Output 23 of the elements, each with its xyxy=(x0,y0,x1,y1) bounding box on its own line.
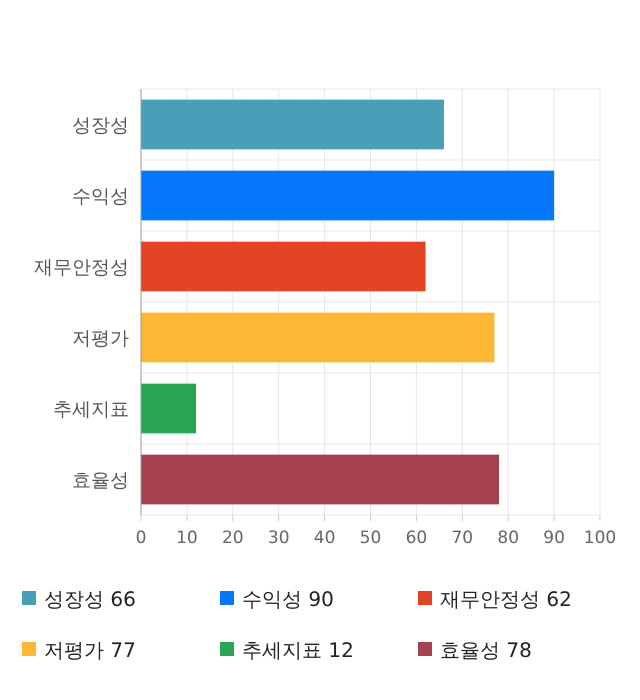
x-tick-label: 60 xyxy=(406,528,428,548)
x-tick-label: 50 xyxy=(360,528,382,548)
x-tick-label: 30 xyxy=(268,528,290,548)
legend-label: 효율성 78 xyxy=(440,638,532,662)
x-tick-label: 80 xyxy=(497,528,520,548)
y-tick-label: 재무안정성 xyxy=(34,256,129,278)
x-tick-label: 100 xyxy=(584,528,616,548)
legend-label: 성장성 66 xyxy=(44,587,136,611)
x-tick-label: 90 xyxy=(543,528,565,548)
y-tick-label: 추세지표 xyxy=(53,398,129,420)
y-tick-label: 수익성 xyxy=(72,186,129,208)
x-tick-label: 20 xyxy=(222,528,244,548)
y-tick-label: 효율성 xyxy=(72,470,129,492)
x-tick-label: 40 xyxy=(314,528,336,548)
legend-label: 추세지표 12 xyxy=(242,638,354,662)
x-tick-label: 0 xyxy=(136,528,146,548)
y-tick-label: 저평가 xyxy=(72,328,129,350)
x-tick-label: 10 xyxy=(176,528,198,548)
legend-label: 저평가 77 xyxy=(44,638,136,662)
legend-label: 수익성 90 xyxy=(242,587,334,611)
y-tick-label: 성장성 xyxy=(72,114,129,136)
legend-label: 재무안정성 62 xyxy=(440,587,572,611)
x-tick-label: 70 xyxy=(451,528,474,548)
